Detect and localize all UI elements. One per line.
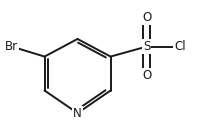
Text: N: N (73, 107, 82, 120)
Text: O: O (142, 11, 151, 24)
Text: S: S (143, 40, 150, 53)
Text: Br: Br (5, 40, 18, 53)
Text: O: O (142, 69, 151, 82)
Text: Cl: Cl (174, 40, 186, 53)
